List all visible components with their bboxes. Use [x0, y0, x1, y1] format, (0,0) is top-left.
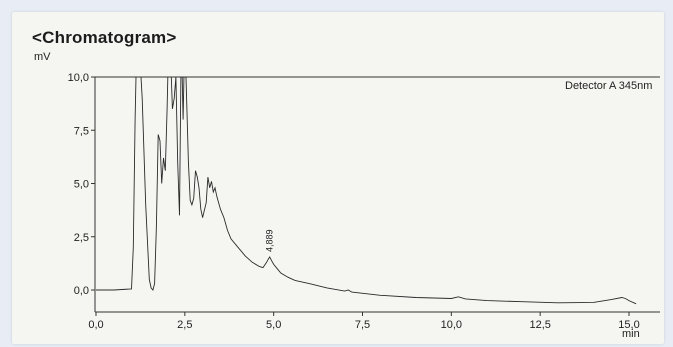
y-tick-label: 7,5 [74, 125, 89, 137]
y-axis-label: mV [34, 51, 51, 63]
x-tick-label: 0,0 [88, 319, 103, 331]
series-trace [96, 77, 637, 305]
x-tick-label: 10,0 [441, 319, 462, 331]
y-tick-label: 10,0 [68, 72, 89, 84]
chromatogram-printout [12, 12, 664, 344]
peak-label: 4,889 [265, 229, 275, 252]
legend-entry: Detector A 345nm [565, 80, 653, 92]
y-ticks: 0,0 2,5 5,0 7,5 10,0 [68, 72, 95, 297]
y-tick-label: 2,5 [74, 232, 89, 244]
x-tick-label: 12,5 [529, 319, 550, 331]
x-axis-label: min [622, 328, 640, 340]
y-tick-label: 0,0 [74, 285, 89, 297]
peak-annotations: 4,889 [265, 229, 275, 252]
x-tick-label: 2,5 [177, 319, 192, 331]
x-tick-label: 15,0 [618, 319, 639, 331]
chart-title: <Chromatogram> [32, 28, 177, 47]
x-tick-label: 5,0 [266, 319, 281, 331]
y-tick-label: 5,0 [74, 179, 89, 191]
x-ticks: 0,0 2,5 5,0 7,5 10,0 12,5 15,0 [88, 312, 640, 331]
x-tick-label: 7,5 [355, 319, 370, 331]
